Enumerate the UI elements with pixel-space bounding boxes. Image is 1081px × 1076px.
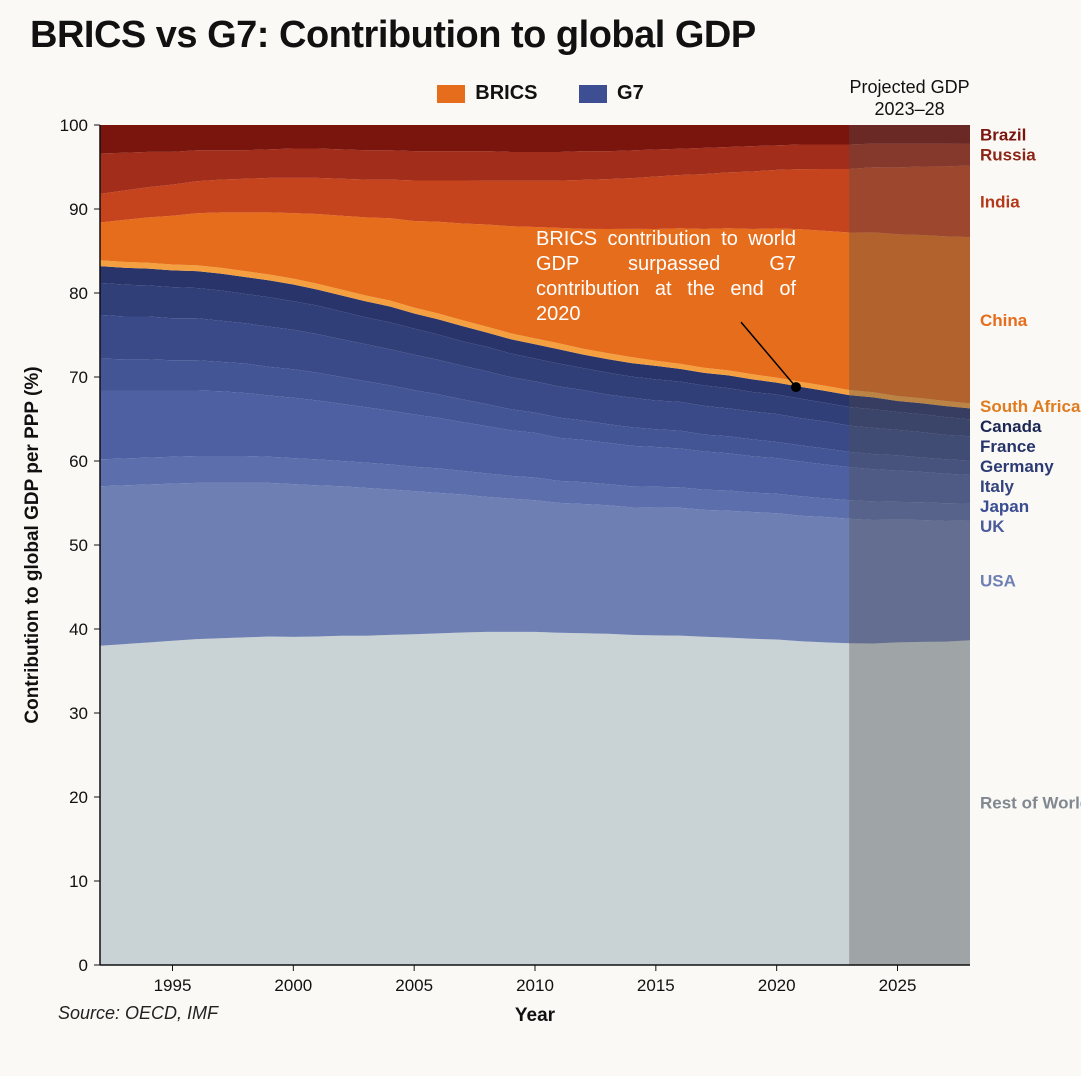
y-tick-label: 50: [69, 536, 88, 555]
y-tick-label: 100: [60, 116, 88, 135]
y-tick-label: 40: [69, 620, 88, 639]
x-tick-label: 1995: [154, 976, 192, 995]
x-tick-label: 2000: [274, 976, 312, 995]
country-label-italy: Italy: [980, 477, 1015, 496]
y-axis-title: Contribution to global GDP per PPP (%): [22, 366, 43, 723]
x-tick-label: 2025: [879, 976, 917, 995]
country-label-rest: Rest of World: [980, 794, 1081, 813]
y-tick-label: 0: [79, 956, 88, 975]
x-tick-label: 2020: [758, 976, 796, 995]
y-tick-label: 20: [69, 788, 88, 807]
country-label-southafrica: South Africa: [980, 397, 1081, 416]
y-tick-label: 70: [69, 368, 88, 387]
y-tick-label: 10: [69, 872, 88, 891]
area-rest: [100, 632, 970, 965]
country-label-canada: Canada: [980, 417, 1042, 436]
y-tick-label: 90: [69, 200, 88, 219]
country-label-india: India: [980, 192, 1020, 211]
y-tick-label: 30: [69, 704, 88, 723]
y-tick-label: 80: [69, 284, 88, 303]
x-tick-label: 2015: [637, 976, 675, 995]
y-tick-label: 60: [69, 452, 88, 471]
x-axis-title: Year: [515, 1005, 556, 1026]
source-text: Source: OECD, IMF: [58, 1003, 218, 1024]
stacked-area-chart: 0 10 20 30 40 50 60 70 80 90 100 1995 2000 2005 2010 20…: [0, 0, 1081, 1076]
country-label-france: France: [980, 437, 1036, 456]
annotation-text: BRICS contribution to world GDP surpasse…: [536, 227, 796, 327]
country-label-russia: Russia: [980, 146, 1036, 165]
x-tick-label: 2010: [516, 976, 554, 995]
country-label-uk: UK: [980, 517, 1005, 536]
country-label-china: China: [980, 311, 1028, 330]
country-label-brazil: Brazil: [980, 125, 1026, 144]
country-label-germany: Germany: [980, 457, 1054, 476]
country-label-japan: Japan: [980, 497, 1029, 516]
projection-overlay: [849, 125, 970, 965]
x-tick-label: 2005: [395, 976, 433, 995]
country-label-usa: USA: [980, 571, 1016, 590]
